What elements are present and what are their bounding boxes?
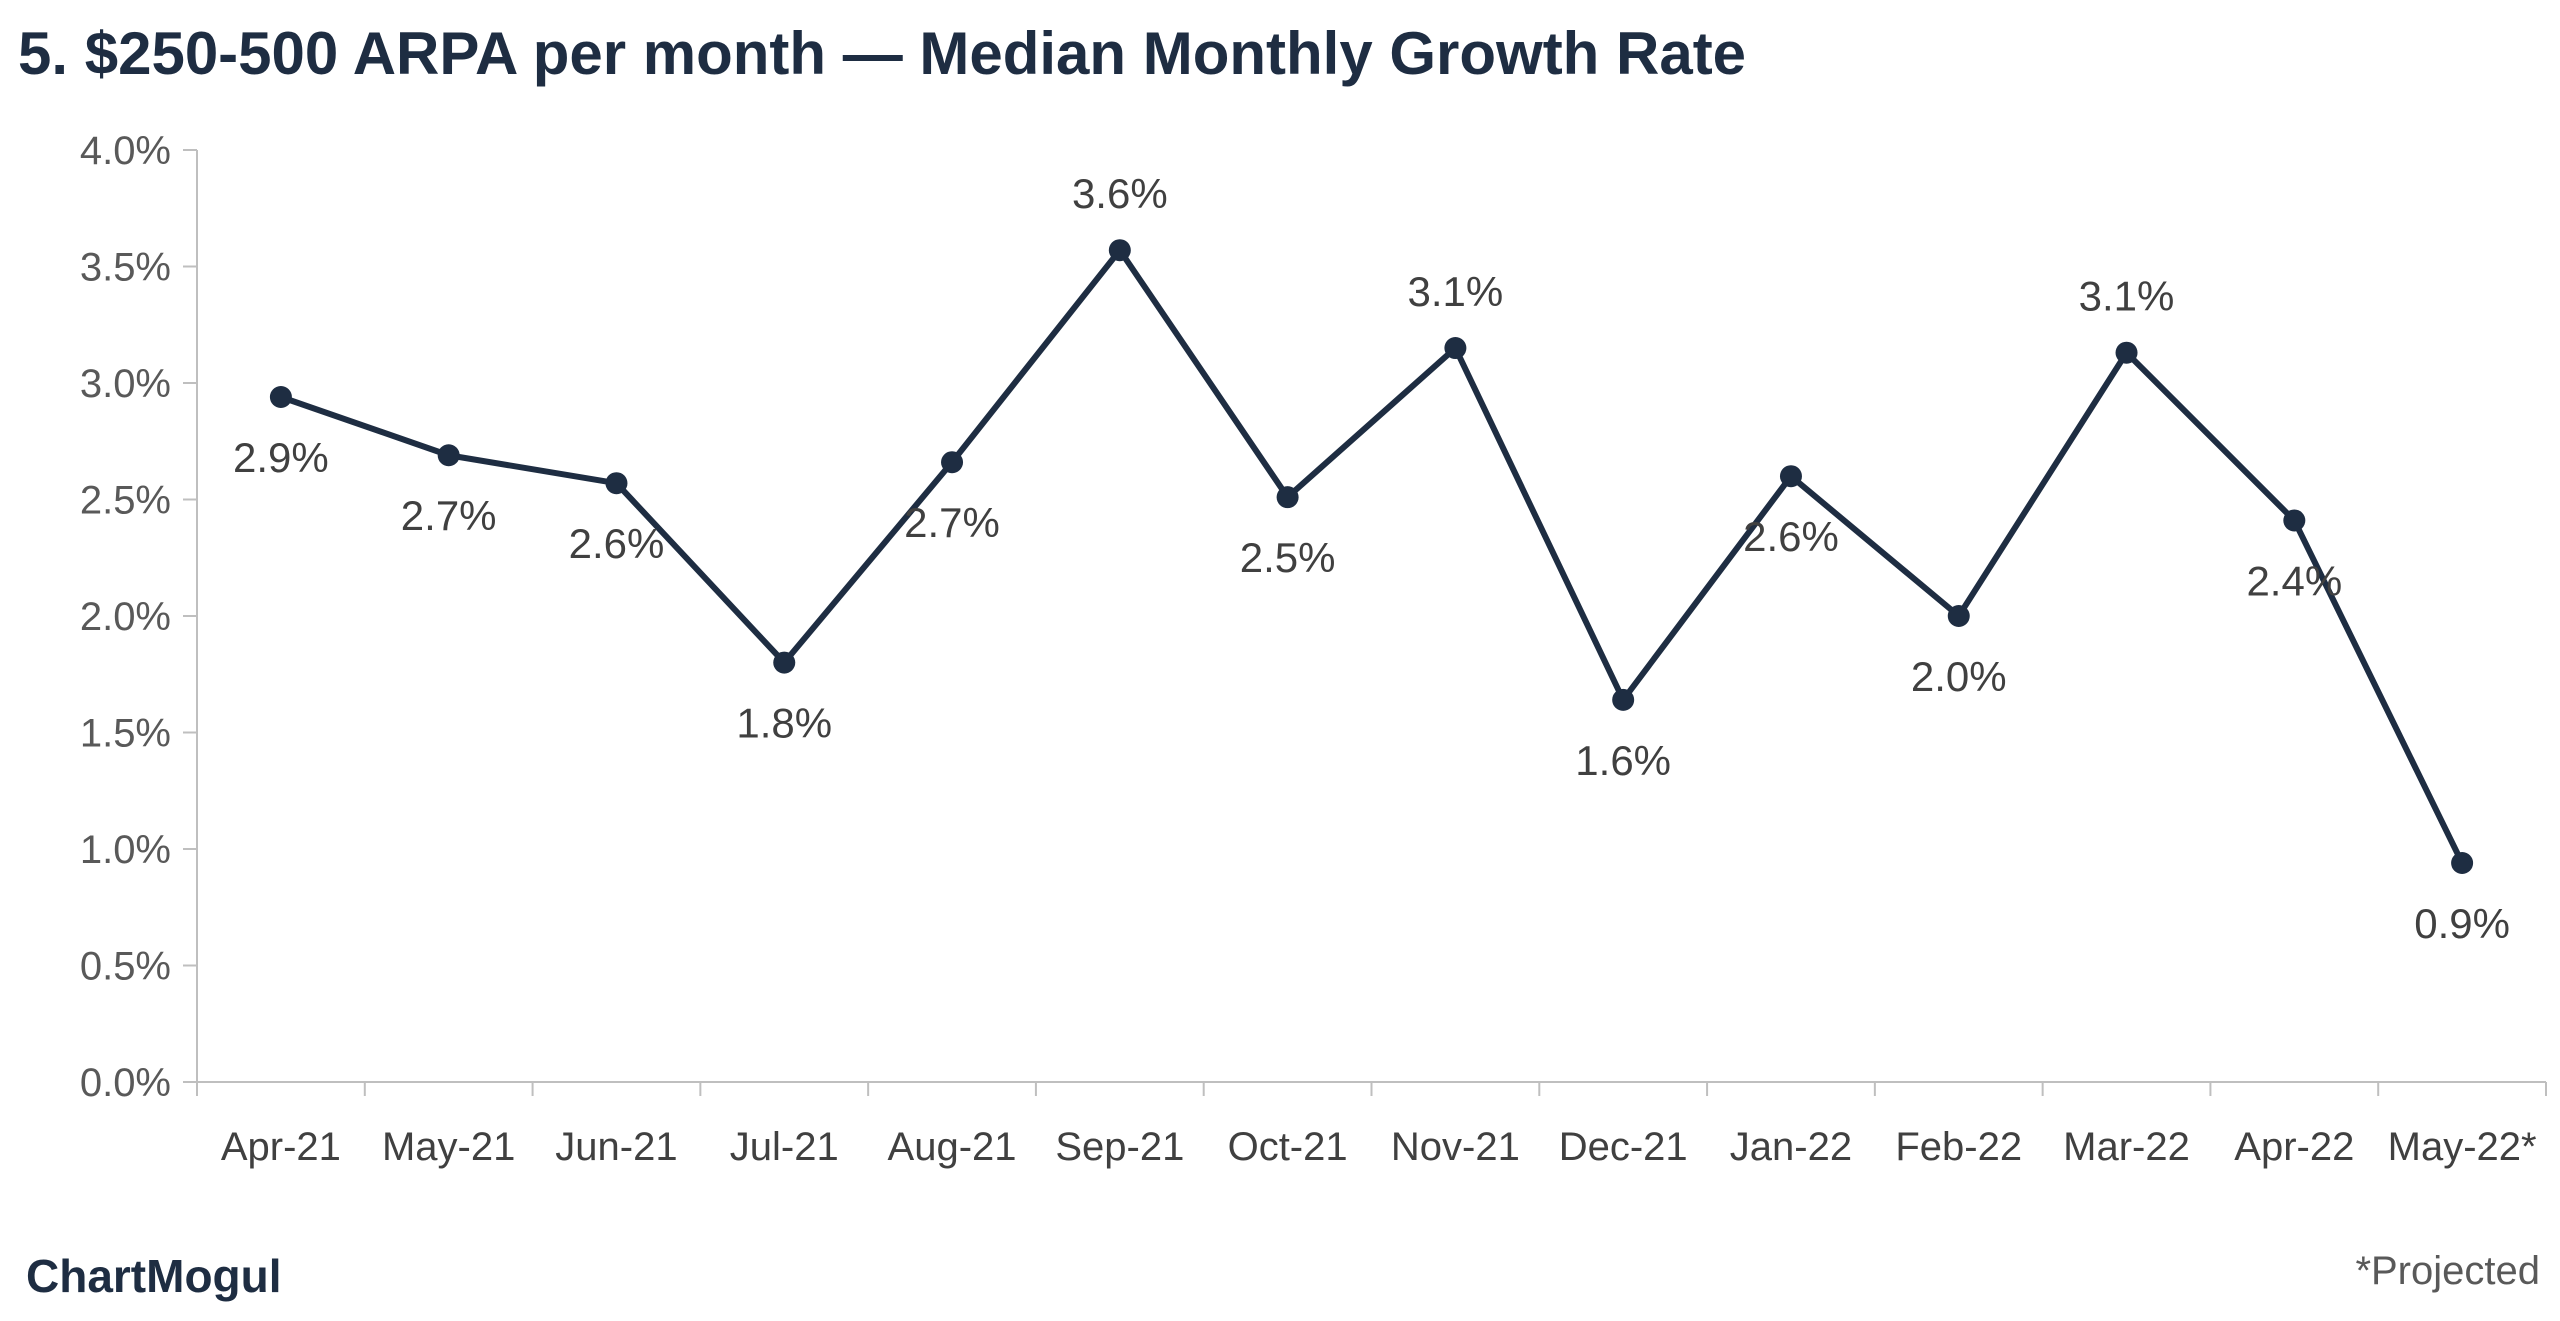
- y-axis: 0.0% 0.5% 1.0% 1.5% 2.0% 2.5% 3.0% 3.5% 4.0%: [80, 129, 198, 1105]
- projected-footnote: *Projected: [2355, 1249, 2540, 1293]
- x-axis: Apr-21 May-21 Jun-21 Jul-21 Aug-21 Sep-21 Oct-…: [196, 1081, 2547, 1169]
- x-tick-label: Jun-21: [555, 1125, 677, 1169]
- x-tick-label: May-21: [382, 1125, 515, 1169]
- series-line: [279, 247, 2465, 865]
- y-tick-label: 2.0%: [80, 595, 171, 639]
- y-tick-label: 0.0%: [80, 1061, 171, 1105]
- data-point: [269, 385, 292, 408]
- y-tick-label: 3.0%: [80, 362, 171, 406]
- data-point: [1108, 239, 1131, 262]
- data-point: [1612, 688, 1635, 711]
- data-label: 2.4%: [2246, 557, 2342, 604]
- data-label: 1.8%: [736, 700, 832, 747]
- data-label: 2.5%: [1240, 534, 1336, 581]
- data-point: [2283, 509, 2306, 532]
- x-tick-label: May-22*: [2388, 1125, 2537, 1169]
- x-tick-label: Oct-21: [1228, 1125, 1348, 1169]
- data-labels: 2.9% 2.7% 2.6% 1.8% 2.7% 3.6% 2.5% 3.1% 1.6% 2.6%…: [233, 170, 2510, 947]
- chart-title: 5. $250-500 ARPA per month — Median Mont…: [18, 20, 1746, 87]
- x-tick-label: Sep-21: [1055, 1125, 1184, 1169]
- data-label: 1.6%: [1575, 737, 1671, 784]
- data-point: [437, 444, 460, 467]
- data-label: 2.6%: [1743, 513, 1839, 560]
- chartmogul-logo: ChartMogul: [26, 1250, 282, 1302]
- x-tick-label: Dec-21: [1559, 1125, 1688, 1169]
- x-tick-label: Nov-21: [1391, 1125, 1520, 1169]
- y-tick-label: 2.5%: [80, 479, 171, 523]
- y-tick-label: 1.0%: [80, 828, 171, 872]
- data-point: [1444, 337, 1467, 360]
- x-tick-label: Jan-22: [1730, 1125, 1852, 1169]
- data-label: 2.7%: [904, 499, 1000, 546]
- data-point: [1779, 465, 1802, 488]
- y-tick-label: 1.5%: [80, 712, 171, 756]
- data-point: [773, 651, 796, 674]
- x-tick-label: Apr-21: [221, 1125, 341, 1169]
- data-series: [269, 239, 2474, 874]
- y-tick-label: 0.5%: [80, 945, 171, 989]
- data-point: [605, 472, 628, 495]
- data-label: 2.7%: [401, 492, 497, 539]
- data-label: 3.1%: [2079, 273, 2175, 320]
- data-point: [941, 451, 964, 474]
- data-label: 3.1%: [1408, 268, 1504, 315]
- x-tick-label: Mar-22: [2063, 1125, 2190, 1169]
- data-label: 3.6%: [1072, 170, 1168, 217]
- data-point: [1276, 486, 1299, 509]
- x-tick-label: Feb-22: [1895, 1125, 2022, 1169]
- y-tick-label: 3.5%: [80, 246, 171, 290]
- data-point: [2451, 851, 2474, 874]
- data-label: 2.6%: [569, 520, 665, 567]
- data-label: 2.0%: [1911, 653, 2007, 700]
- x-tick-label: Aug-21: [888, 1125, 1017, 1169]
- x-tick-label: Jul-21: [730, 1125, 839, 1169]
- data-label: 0.9%: [2414, 900, 2510, 947]
- data-point: [2115, 341, 2138, 364]
- x-tick-label: Apr-22: [2234, 1125, 2354, 1169]
- y-tick-label: 4.0%: [80, 129, 171, 173]
- data-point: [1947, 605, 1970, 627]
- data-label: 2.9%: [233, 434, 329, 481]
